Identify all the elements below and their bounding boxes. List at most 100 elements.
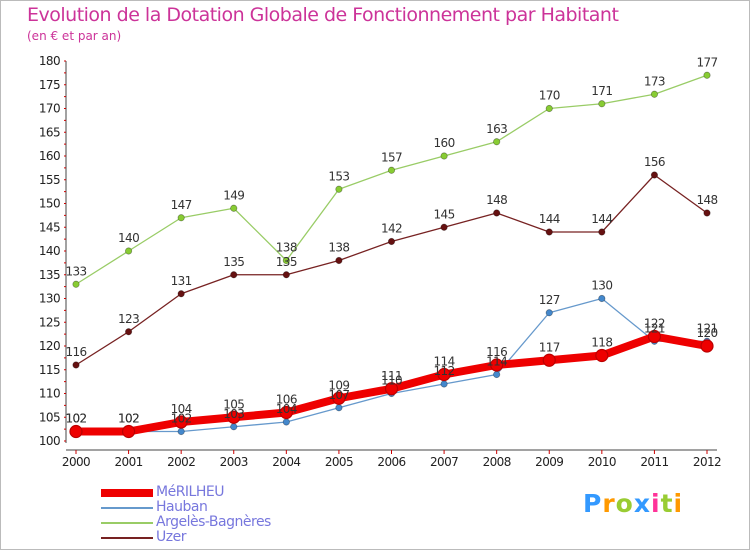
y-tick-label: 180 (39, 54, 60, 68)
x-tick-label: 2004 (272, 455, 300, 469)
point-merilheu (227, 410, 241, 424)
y-tick-label: 150 (39, 197, 60, 211)
data-label-argeles-bagneres: 157 (381, 150, 402, 164)
data-label-merilheu: 120 (696, 326, 717, 340)
point-merilheu (279, 405, 293, 420)
data-label-hauban: 107 (328, 388, 349, 402)
data-label-argeles-bagneres: 149 (223, 188, 244, 202)
logo-letter: x (633, 489, 651, 518)
point-uzer (282, 271, 290, 279)
y-tick-label: 170 (39, 102, 60, 116)
logo-letter: r (602, 489, 616, 518)
data-label-merilheu: 111 (381, 369, 402, 383)
data-label-merilheu: 118 (591, 336, 612, 350)
y-tick-label: 100 (39, 434, 60, 448)
point-merilheu (69, 424, 83, 439)
legend-label-hauban: Hauban (156, 499, 208, 515)
point-merilheu (332, 391, 346, 405)
point-merilheu (437, 367, 451, 382)
data-label-merilheu: 109 (328, 378, 349, 392)
data-label-uzer: 135 (276, 255, 297, 269)
point-merilheu (121, 424, 136, 439)
series-group (69, 71, 714, 439)
data-label-merilheu: 102 (65, 412, 86, 426)
data-label-hauban: 102 (171, 412, 192, 426)
series-line-argeles-bagneres (75, 74, 708, 285)
point-argeles-bagneres (440, 152, 448, 160)
data-label-uzer: 144 (539, 212, 560, 226)
data-label-uzer: 138 (328, 241, 349, 255)
data-label-argeles-bagneres: 133 (65, 264, 86, 278)
data-label-argeles-bagneres: 160 (434, 136, 455, 150)
point-argeles-bagneres (493, 138, 501, 146)
data-label-merilheu: 105 (223, 397, 244, 411)
y-tick-label: 160 (39, 149, 60, 163)
data-label-argeles-bagneres: 170 (539, 89, 560, 103)
data-label-uzer: 131 (171, 274, 192, 288)
point-argeles-bagneres (387, 166, 396, 174)
y-tick-label: 125 (39, 315, 60, 329)
data-label-hauban: 121 (644, 321, 665, 335)
point-uzer (230, 271, 238, 279)
x-tick-label: 2012 (693, 455, 721, 469)
data-label-hauban: 104 (276, 402, 297, 416)
point-argeles-bagneres (282, 256, 290, 265)
data-label-argeles-bagneres: 173 (644, 74, 665, 88)
data-label-uzer: 116 (65, 345, 86, 359)
point-uzer (440, 223, 448, 231)
y-tick-label: 165 (39, 125, 60, 139)
proxiti-logo: Proxiti (583, 489, 683, 518)
point-argeles-bagneres (124, 247, 133, 255)
y-tick-label: 140 (39, 244, 60, 258)
data-label-hauban: 102 (118, 412, 139, 426)
data-label-uzer: 148 (486, 193, 507, 207)
point-argeles-bagneres (72, 280, 80, 288)
point-merilheu (647, 329, 662, 344)
data-label-uzer: 145 (434, 207, 455, 221)
point-hauban (598, 294, 606, 303)
legend-swatch-merilheu (101, 489, 153, 497)
data-label-argeles-bagneres: 153 (328, 169, 349, 183)
legend-swatch-uzer (101, 537, 153, 539)
point-hauban (282, 418, 290, 426)
point-uzer (387, 237, 396, 246)
point-hauban (177, 427, 185, 436)
data-label-hauban: 110 (381, 374, 402, 388)
x-tick-label: 2002 (167, 455, 195, 469)
logo-letter: P (583, 489, 603, 518)
point-uzer (335, 256, 343, 265)
x-tick-label: 2006 (377, 455, 405, 469)
legend-swatch-hauban (101, 507, 153, 509)
y-tick-label: 145 (39, 220, 60, 234)
data-label-uzer: 144 (591, 212, 612, 226)
point-hauban (493, 370, 501, 379)
point-merilheu (490, 358, 504, 372)
point-argeles-bagneres (335, 185, 343, 193)
data-label-hauban: 114 (486, 355, 507, 369)
data-label-uzer: 156 (644, 155, 665, 169)
legend-swatch-argeles-bagneres (101, 522, 153, 524)
point-hauban (335, 404, 343, 412)
data-label-hauban: 127 (539, 293, 560, 307)
point-uzer (703, 209, 711, 217)
point-uzer (598, 228, 606, 236)
point-merilheu (174, 415, 188, 429)
y-tick-label: 130 (39, 292, 60, 306)
point-argeles-bagneres (230, 204, 238, 212)
x-tick-label: 2011 (640, 455, 668, 469)
data-label-uzer: 123 (118, 312, 139, 326)
point-merilheu (542, 353, 556, 367)
data-label-hauban: 130 (591, 279, 612, 293)
y-tick-label: 175 (39, 78, 60, 92)
x-tick-label: 2003 (220, 455, 248, 469)
x-tick-label: 2009 (535, 455, 563, 469)
data-label-merilheu: 104 (171, 402, 192, 416)
point-argeles-bagneres (703, 71, 711, 79)
point-merilheu (384, 382, 399, 396)
data-label-argeles-bagneres: 177 (696, 55, 717, 69)
chart-title: Evolution de la Dotation Globale de Fonc… (27, 4, 619, 26)
y-tick-label: 105 (39, 410, 60, 424)
data-label-argeles-bagneres: 163 (486, 122, 507, 136)
